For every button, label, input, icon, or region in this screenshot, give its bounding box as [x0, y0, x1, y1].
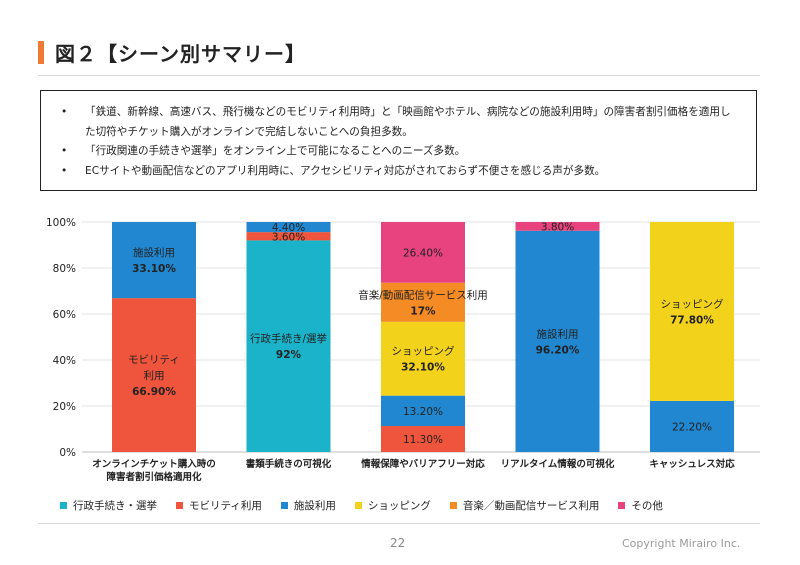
- title-accent-bar: [38, 41, 44, 64]
- summary-list: 「鉄道、新幹線、高速バス、飛行機などのモビリティ利用時」と「映画館やホテル、病院…: [59, 103, 742, 181]
- legend-item: モビリティ利用: [176, 498, 262, 513]
- data-label: 3.60%: [272, 231, 305, 243]
- data-label: 33.10%: [132, 263, 176, 275]
- x-category-label: オンラインチケット購入時の: [92, 458, 216, 470]
- data-label: 96.20%: [536, 344, 580, 356]
- chart-legend: 行政手続き・選挙 モビリティ利用 施設利用 ショッピング 音楽／動画配信サービス…: [60, 495, 682, 515]
- legend-label: 音楽／動画配信サービス利用: [462, 499, 600, 512]
- data-label: 66.90%: [132, 386, 176, 398]
- data-label: 92%: [276, 349, 302, 361]
- legend-item: 施設利用: [280, 498, 336, 513]
- y-tick-label: 20%: [53, 401, 76, 413]
- title-divider: [38, 75, 760, 76]
- legend-label: 施設利用: [293, 499, 336, 512]
- data-label: 4.40%: [272, 222, 305, 234]
- bar-segment: [246, 232, 331, 241]
- summary-bullet: ECサイトや動画配信などのアプリ利用時に、アクセシビリティ対応がされておらず不便…: [61, 162, 742, 182]
- summary-bullet: 「鉄道、新幹線、高速バス、飛行機などのモビリティ利用時」と「映画館やホテル、病院…: [61, 103, 740, 142]
- legend-swatch: [60, 501, 67, 509]
- bar-segment: [381, 426, 465, 452]
- legend-label: その他: [631, 499, 663, 512]
- data-label: 13.20%: [403, 406, 443, 418]
- stacked-bar-chart: 0% 20% 40% 60% 80% 100% オンラインチケット購入時の障害者割引価格適用…: [46, 217, 760, 483]
- summary-box: 「鉄道、新幹線、高速バス、飛行機などのモビリティ利用時」と「映画館やホテル、病院…: [40, 90, 757, 191]
- bar-segment: [381, 321, 465, 396]
- legend-item: 行政手続き・選挙: [60, 498, 157, 513]
- data-label: 77.80%: [670, 314, 714, 326]
- data-label: 施設利用: [133, 246, 175, 259]
- y-tick-label: 80%: [53, 263, 76, 275]
- bar-segment: [381, 282, 465, 322]
- footer-divider: [38, 523, 760, 524]
- y-tick-label: 100%: [46, 217, 76, 229]
- data-label: 3.80%: [541, 221, 574, 233]
- bar-segment: [246, 222, 331, 233]
- legend-item: ショッピング: [354, 498, 431, 513]
- bar-segment: [515, 222, 600, 231]
- x-category-label: リアルタイム情報の可視化: [501, 458, 615, 470]
- data-label: 32.10%: [401, 362, 445, 374]
- y-tick-label: 0%: [59, 447, 76, 459]
- bar-segment: [381, 395, 465, 427]
- legend-item: その他: [618, 498, 663, 513]
- data-label: 利用: [144, 370, 165, 382]
- data-label: ショッピング: [661, 297, 724, 310]
- x-category-label: キャッシュレス対応: [649, 458, 735, 470]
- bar-segment: [112, 222, 196, 299]
- y-tick-label: 40%: [53, 355, 76, 367]
- bar-segment: [112, 298, 196, 452]
- legend-label: ショッピング: [367, 499, 431, 512]
- data-label: 26.40%: [403, 247, 443, 259]
- legend-swatch: [449, 501, 457, 509]
- bar-segment: [381, 222, 465, 283]
- data-label: 音楽/動画配信サービス利用: [358, 288, 488, 301]
- data-label: モビリティ: [128, 354, 180, 366]
- legend-swatch: [176, 501, 183, 509]
- data-label: 17%: [410, 305, 436, 317]
- x-category-label: 書類手続きの可視化: [246, 458, 332, 470]
- x-category-label: 情報保障やバリアフリー対応: [360, 458, 485, 470]
- bar-segment: [650, 222, 734, 401]
- page-title: 図２【シーン別サマリー】: [55, 42, 306, 66]
- bar-segment: [246, 240, 331, 452]
- bar-segment: [515, 230, 600, 452]
- data-label: 施設利用: [537, 327, 579, 340]
- copyright: Copyright Mirairo Inc.: [622, 537, 741, 550]
- legend-swatch: [280, 501, 288, 509]
- summary-bullet: 「行政関連の手続きや選挙」をオンライン上で可能になることへのニーズ多数。: [61, 142, 742, 162]
- legend-swatch: [618, 501, 626, 509]
- data-label: 22.20%: [672, 421, 712, 433]
- page-number: 22: [390, 536, 406, 550]
- legend-label: 行政手続き・選挙: [73, 499, 157, 512]
- legend-label: モビリティ利用: [189, 499, 262, 512]
- legend-swatch: [354, 501, 362, 509]
- data-label: ショッピング: [392, 345, 455, 358]
- bar-segment: [650, 400, 734, 452]
- x-category-label: 障害者割引価格適用化: [106, 471, 202, 483]
- legend-item: 音楽／動画配信サービス利用: [449, 498, 600, 513]
- data-label: 行政手続き/選挙: [250, 332, 328, 345]
- y-tick-label: 60%: [53, 309, 76, 321]
- data-label: 11.30%: [403, 434, 443, 446]
